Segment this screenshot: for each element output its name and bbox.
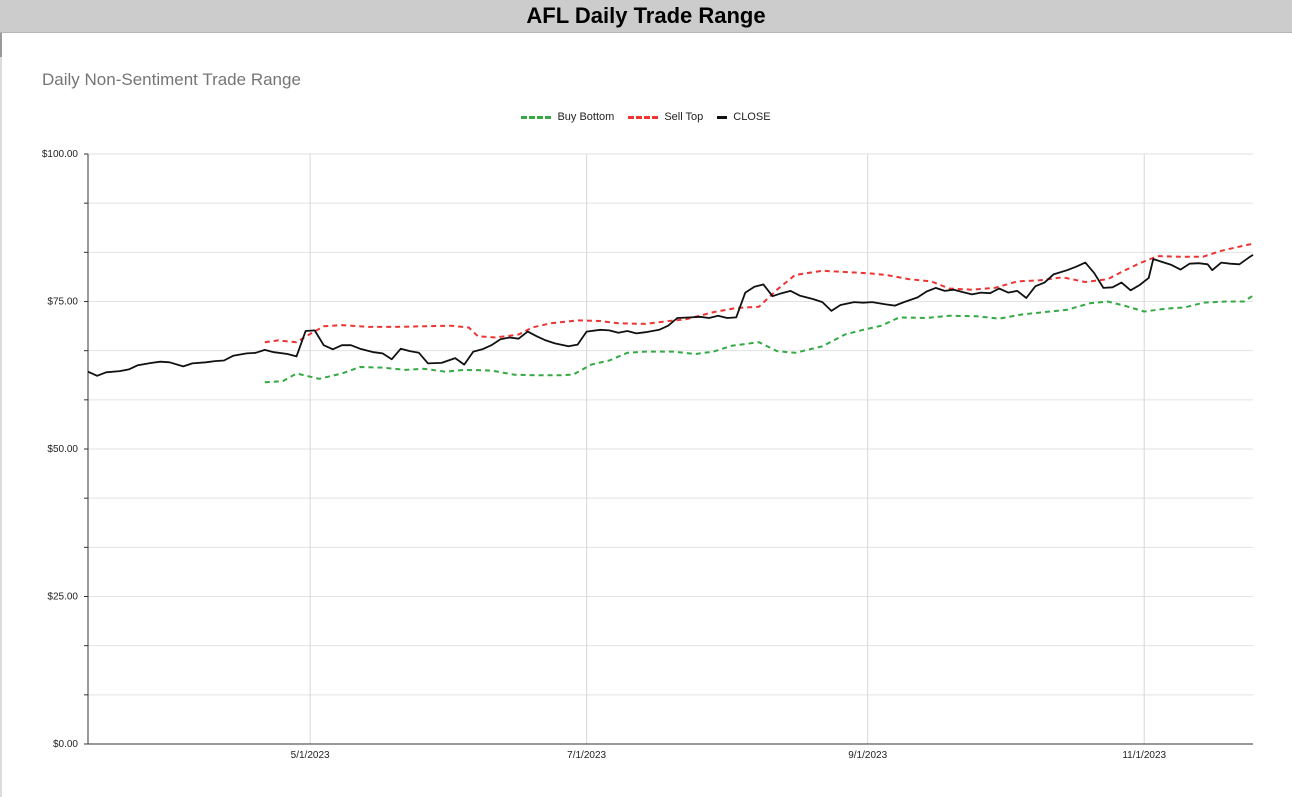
x-tick-label: 5/1/2023 (291, 750, 330, 761)
chart-title: Daily Non-Sentiment Trade Range (42, 70, 301, 89)
x-tick-label: 7/1/2023 (567, 750, 606, 761)
legend-swatch-close (717, 115, 728, 119)
y-tick-label: $0.00 (53, 739, 78, 750)
y-tick-label: $25.00 (47, 592, 78, 603)
legend-label-close: CLOSE (733, 111, 771, 123)
y-tick-label: $75.00 (47, 297, 78, 308)
x-tick-label: 11/1/2023 (1122, 750, 1166, 761)
legend-item-close[interactable]: CLOSE (717, 111, 771, 123)
y-tick-label: $100.00 (42, 149, 79, 160)
left-panel-marker (0, 33, 3, 57)
chart-legend: Buy Bottom Sell Top CLOSE (0, 111, 1292, 123)
series-line-close (87, 254, 1254, 377)
page-title-bar: AFL Daily Trade Range (0, 0, 1292, 33)
x-tick-label: 9/1/2023 (848, 750, 887, 761)
y-tick-label: $50.00 (47, 444, 78, 455)
legend-swatch-sell-top (628, 115, 659, 119)
series-line-sell-top (264, 242, 1254, 344)
legend-label-buy-bottom: Buy Bottom (557, 111, 615, 123)
chart-panel (2, 33, 1292, 797)
legend-swatch-buy-bottom (521, 115, 552, 119)
legend-label-sell-top: Sell Top (664, 111, 704, 123)
page-title: AFL Daily Trade Range (526, 3, 766, 28)
legend-item-sell-top[interactable]: Sell Top (628, 111, 703, 123)
series-line-buy-bottom (264, 294, 1254, 384)
left-panel-edge (0, 33, 2, 797)
legend-item-buy-bottom[interactable]: Buy Bottom (521, 111, 614, 123)
